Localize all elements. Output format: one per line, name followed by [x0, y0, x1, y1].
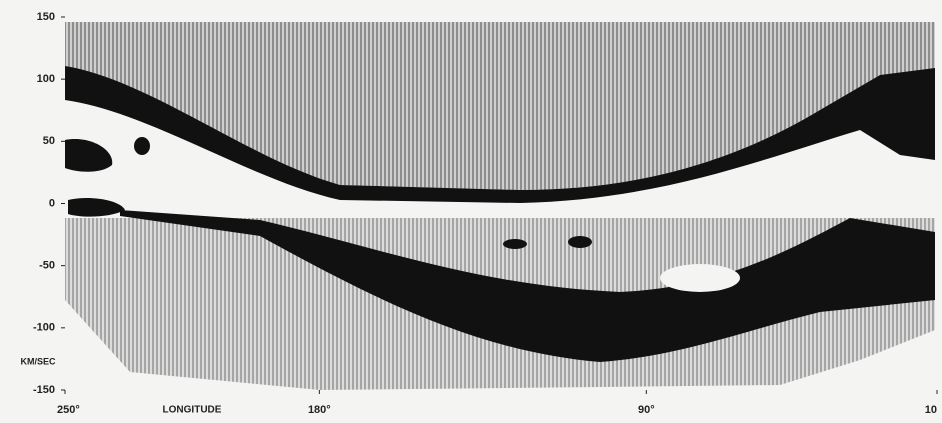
y-tick-label: 50 — [43, 135, 55, 147]
y-tick-label: -50 — [39, 260, 55, 272]
y-tick-label: 100 — [37, 73, 55, 85]
black-blob — [134, 137, 150, 155]
white-hole — [660, 264, 740, 292]
x-tick-label: 10 — [925, 404, 937, 416]
x-axis-label: LONGITUDE — [163, 405, 222, 416]
black-blob — [568, 236, 592, 248]
chart: KM/SEC LONGITUDE 150 100 50 0 -50 -100 -150250… — [0, 0, 942, 423]
black-blob — [68, 198, 125, 217]
black-blob — [503, 239, 527, 249]
x-tick-label: 250° — [57, 404, 80, 416]
x-tick-label: 90° — [638, 404, 655, 416]
y-tick-label: -150 — [33, 384, 55, 396]
x-tick-label: 180° — [308, 404, 331, 416]
emission-map — [65, 22, 935, 390]
y-tick-label: 0 — [49, 197, 55, 209]
y-tick-label: 150 — [37, 11, 55, 23]
y-axis-label: KM/SEC — [20, 356, 56, 366]
black-blob — [65, 139, 112, 172]
y-tick-label: -100 — [33, 322, 55, 334]
upper-gray-region — [65, 22, 935, 190]
